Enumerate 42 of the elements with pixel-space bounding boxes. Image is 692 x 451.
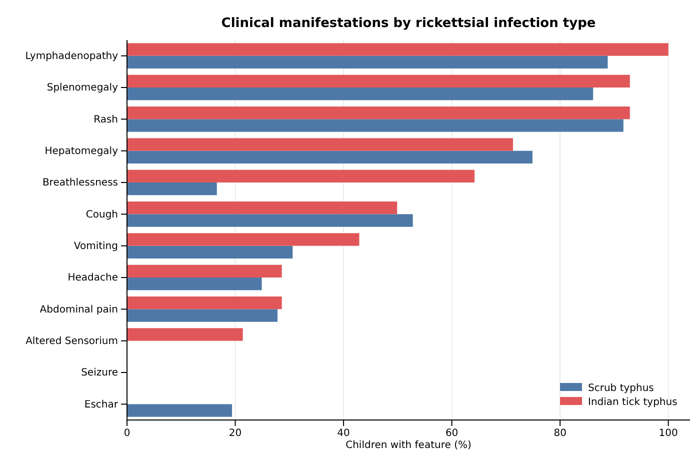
x-tick-label: 20 [228,428,242,440]
x-tick-label: 0 [124,428,130,440]
bar [127,233,360,246]
bar [127,43,668,56]
chart-title: Clinical manifestations by rickettsial infection type [221,16,596,31]
x-tick-label: 100 [658,428,678,440]
bar [127,88,594,100]
y-tick-label: Altered Sensorium [26,336,118,348]
y-tick-label: Rash [94,114,118,126]
bar [127,182,217,196]
bar [127,74,630,88]
y-tick-label: Cough [86,209,118,220]
y-tick-label: Seizure [81,368,118,379]
bar [127,202,398,214]
legend-label: Indian tick typhus [588,397,678,408]
bar [127,309,278,322]
bar [127,138,513,151]
bar [127,278,262,290]
bar [127,119,624,132]
x-tick-label: 80 [554,428,566,440]
bar [127,296,282,310]
y-tick-label: Headache [68,272,118,284]
bar [127,328,243,341]
bar [127,170,475,182]
x-tick-label: 40 [337,428,350,440]
bar [127,56,608,68]
y-tick-label: Vomiting [74,241,118,252]
y-tick-label: Lymphadenopathy [25,51,118,62]
y-tick-label: Breathlessness [42,178,118,189]
y-tick-label: Abdominal pain [40,304,118,316]
bar [127,246,293,258]
x-tick-label: 60 [445,428,458,440]
x-axis-title: Children with feature (%) [346,440,472,451]
bar [127,150,532,164]
y-tick-label: Hepatomegaly [44,146,118,158]
bar [127,264,282,278]
legend-label: Scrub typhus [588,383,654,394]
bar [127,214,413,227]
y-tick-label: Splenomegaly [46,82,118,94]
bar [127,404,232,417]
bar [127,106,630,120]
y-tick-label: Eschar [84,399,119,410]
